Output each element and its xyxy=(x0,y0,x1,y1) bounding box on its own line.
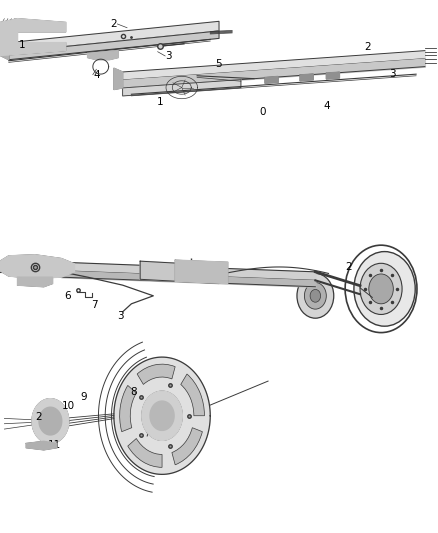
Text: 11: 11 xyxy=(48,440,61,450)
Circle shape xyxy=(310,289,321,302)
Text: 3: 3 xyxy=(165,51,172,61)
Text: 4: 4 xyxy=(93,70,100,79)
Wedge shape xyxy=(181,374,205,416)
Text: 7: 7 xyxy=(91,300,98,310)
Text: 6: 6 xyxy=(64,291,71,301)
Text: 3: 3 xyxy=(117,311,124,320)
Circle shape xyxy=(304,282,326,309)
Text: 2: 2 xyxy=(364,42,371,52)
Polygon shape xyxy=(150,401,174,430)
Polygon shape xyxy=(0,19,66,55)
Circle shape xyxy=(360,263,402,314)
Wedge shape xyxy=(137,364,175,384)
Wedge shape xyxy=(172,427,202,465)
Circle shape xyxy=(354,252,415,326)
Polygon shape xyxy=(114,68,123,90)
Text: 2: 2 xyxy=(35,412,42,422)
Text: 3: 3 xyxy=(389,69,396,78)
Text: 1: 1 xyxy=(18,41,25,50)
Text: 8: 8 xyxy=(130,387,137,397)
Text: 2: 2 xyxy=(110,19,117,29)
Polygon shape xyxy=(32,399,69,443)
Polygon shape xyxy=(0,38,9,60)
Text: 1: 1 xyxy=(156,98,163,107)
Polygon shape xyxy=(175,260,228,284)
Polygon shape xyxy=(18,277,53,287)
Polygon shape xyxy=(142,391,182,440)
Text: 4: 4 xyxy=(323,101,330,110)
Text: 0: 0 xyxy=(260,107,266,117)
Polygon shape xyxy=(88,51,118,60)
Circle shape xyxy=(369,274,393,304)
Text: 9: 9 xyxy=(80,392,87,401)
Polygon shape xyxy=(9,21,219,52)
Polygon shape xyxy=(0,255,74,278)
Circle shape xyxy=(297,273,334,318)
Wedge shape xyxy=(120,385,136,432)
Wedge shape xyxy=(128,439,162,467)
Polygon shape xyxy=(300,74,313,81)
Polygon shape xyxy=(326,72,339,79)
Polygon shape xyxy=(114,357,210,474)
Polygon shape xyxy=(123,79,241,96)
Polygon shape xyxy=(265,76,278,83)
Text: 3: 3 xyxy=(154,429,161,439)
Text: 2: 2 xyxy=(345,262,352,271)
Text: 5: 5 xyxy=(215,59,223,69)
Polygon shape xyxy=(26,441,57,450)
Text: 10: 10 xyxy=(61,401,74,411)
Polygon shape xyxy=(39,407,62,435)
Polygon shape xyxy=(140,261,219,284)
Polygon shape xyxy=(9,31,219,60)
